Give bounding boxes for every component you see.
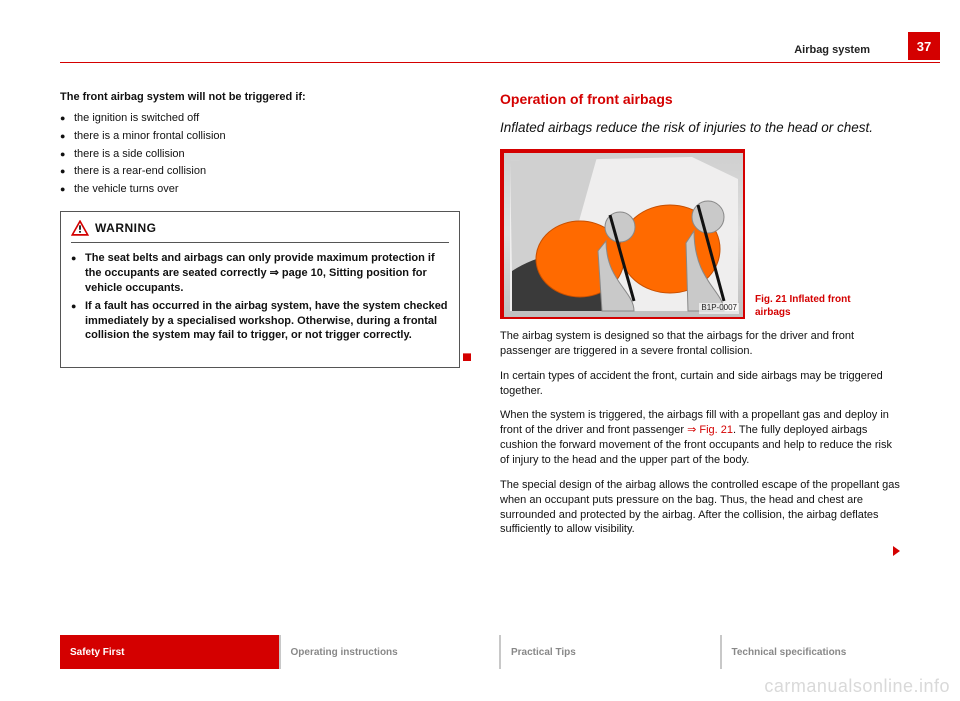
list-item: the ignition is switched off: [60, 111, 460, 126]
footer-tab-tech[interactable]: Technical specifications: [720, 635, 941, 669]
left-column: The front airbag system will not be trig…: [60, 90, 460, 555]
warning-title: WARNING: [95, 220, 157, 236]
figure-crossref: ⇒ Fig. 21: [687, 424, 733, 436]
warning-triangle-icon: [71, 220, 89, 236]
warning-header: WARNING: [71, 220, 449, 243]
list-item: there is a side collision: [60, 147, 460, 162]
footer-tab-practical[interactable]: Practical Tips: [499, 635, 720, 669]
page-header: Airbag system 37: [60, 40, 900, 64]
section-end-marker-icon: [463, 353, 471, 361]
figure-caption: Fig. 21 Inflated front airbags: [755, 293, 865, 319]
warning-item: If a fault has occurred in the airbag sy…: [71, 299, 449, 344]
figure-21: B1P-0007: [500, 149, 745, 319]
section-heading: Operation of front airbags: [500, 90, 900, 109]
section-subheading: Inflated airbags reduce the risk of inju…: [500, 119, 900, 137]
body-paragraph: When the system is triggered, the airbag…: [500, 408, 900, 467]
figure-row: B1P-0007 Fig. 21 Inflated front airbags: [500, 149, 900, 319]
warning-list: The seat belts and airbags can only prov…: [71, 251, 449, 343]
figure-code: B1P-0007: [699, 303, 739, 314]
right-column: Operation of front airbags Inflated airb…: [500, 90, 900, 555]
page-number-badge: 37: [908, 32, 940, 60]
footer-tab-safety[interactable]: Safety First: [60, 635, 279, 669]
continued-arrow-icon: [893, 546, 900, 556]
body-paragraph: In certain types of accident the front, …: [500, 369, 900, 399]
list-item: the vehicle turns over: [60, 182, 460, 197]
body-paragraph: The airbag system is designed so that th…: [500, 329, 900, 359]
section-name: Airbag system: [794, 44, 870, 56]
header-divider: [60, 62, 940, 63]
not-triggered-list: the ignition is switched off there is a …: [60, 111, 460, 197]
body-paragraph: The special design of the airbag allows …: [500, 478, 900, 537]
list-item: there is a rear-end collision: [60, 164, 460, 179]
warning-box: WARNING The seat belts and airbags can o…: [60, 211, 460, 368]
manual-page: Airbag system 37 The front airbag system…: [0, 0, 960, 701]
content-columns: The front airbag system will not be trig…: [60, 90, 900, 555]
footer-tabs: Safety First Operating instructions Prac…: [60, 635, 940, 669]
footer-tab-operating[interactable]: Operating instructions: [279, 635, 500, 669]
watermark-text: carmanualsonline.info: [764, 676, 950, 697]
warning-item: The seat belts and airbags can only prov…: [71, 251, 449, 296]
list-item: there is a minor frontal collision: [60, 129, 460, 144]
left-lead: The front airbag system will not be trig…: [60, 90, 460, 105]
